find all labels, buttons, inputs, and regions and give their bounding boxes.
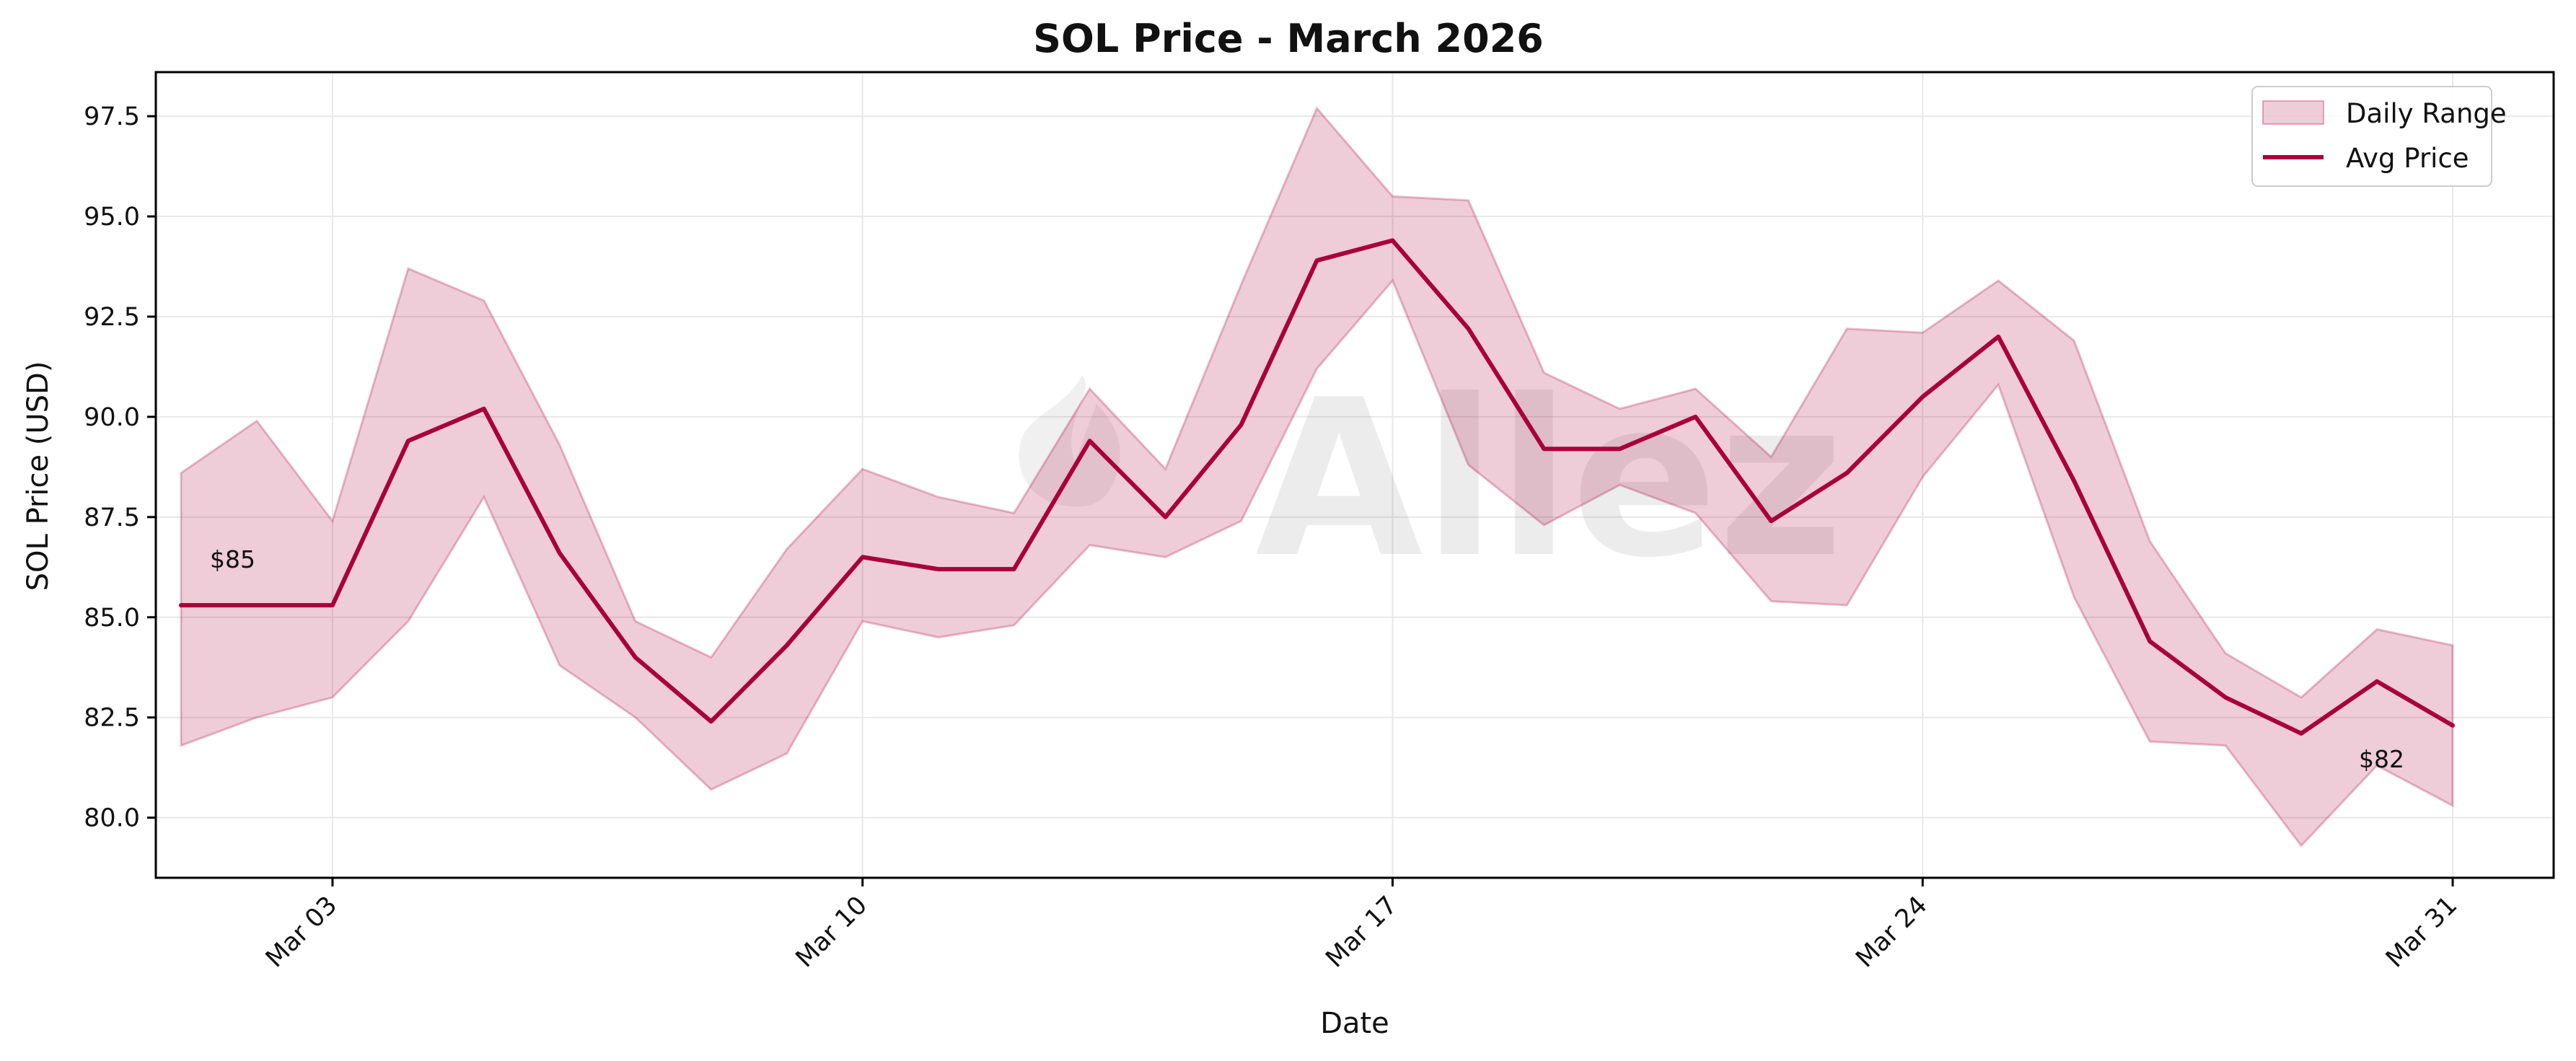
grid-layer — [156, 72, 2554, 878]
y-tick-label: 95.0 — [84, 203, 140, 232]
watermark-icon — [1019, 375, 1120, 507]
legend: Daily Range Avg Price — [2251, 86, 2507, 187]
y-tick-label: 80.0 — [84, 804, 140, 833]
y-tick-label: 82.5 — [84, 704, 140, 733]
line-layer — [179, 238, 2455, 736]
legend-label-daily-range: Daily Range — [2346, 98, 2507, 129]
legend-label-avg-price: Avg Price — [2346, 143, 2469, 174]
y-tick-label: 90.0 — [84, 403, 140, 432]
y-axis-ticks: 80.0 82.5 85.0 87.5 90.0 92.5 95.0 97.5 — [84, 102, 156, 833]
y-tick-label: 92.5 — [84, 303, 140, 332]
series-daily-range-band — [180, 106, 2454, 848]
annotation-layer: $85 $82 — [210, 545, 2404, 773]
legend-swatch-daily-range — [2262, 100, 2324, 125]
watermark-logo: Allez — [1019, 353, 1844, 605]
axes-layer — [154, 71, 2555, 879]
watermark-text: Allez — [1255, 353, 1844, 605]
legend-frame — [2251, 86, 2492, 187]
y-tick-label: 85.0 — [84, 604, 140, 633]
price-annotation: $82 — [2359, 745, 2404, 773]
price-annotation: $85 — [210, 545, 255, 573]
series-avg-price-line — [179, 238, 2455, 736]
chart-title: SOL Price - March 2026 — [1033, 16, 1544, 61]
x-axis-label: Date — [1320, 1007, 1389, 1040]
plot-frame — [154, 71, 2555, 879]
y-tick-label: 97.5 — [84, 102, 140, 131]
y-axis-label: SOL Price (USD) — [22, 361, 55, 591]
y-tick-label: 87.5 — [84, 503, 140, 532]
band-layer — [180, 106, 2454, 848]
